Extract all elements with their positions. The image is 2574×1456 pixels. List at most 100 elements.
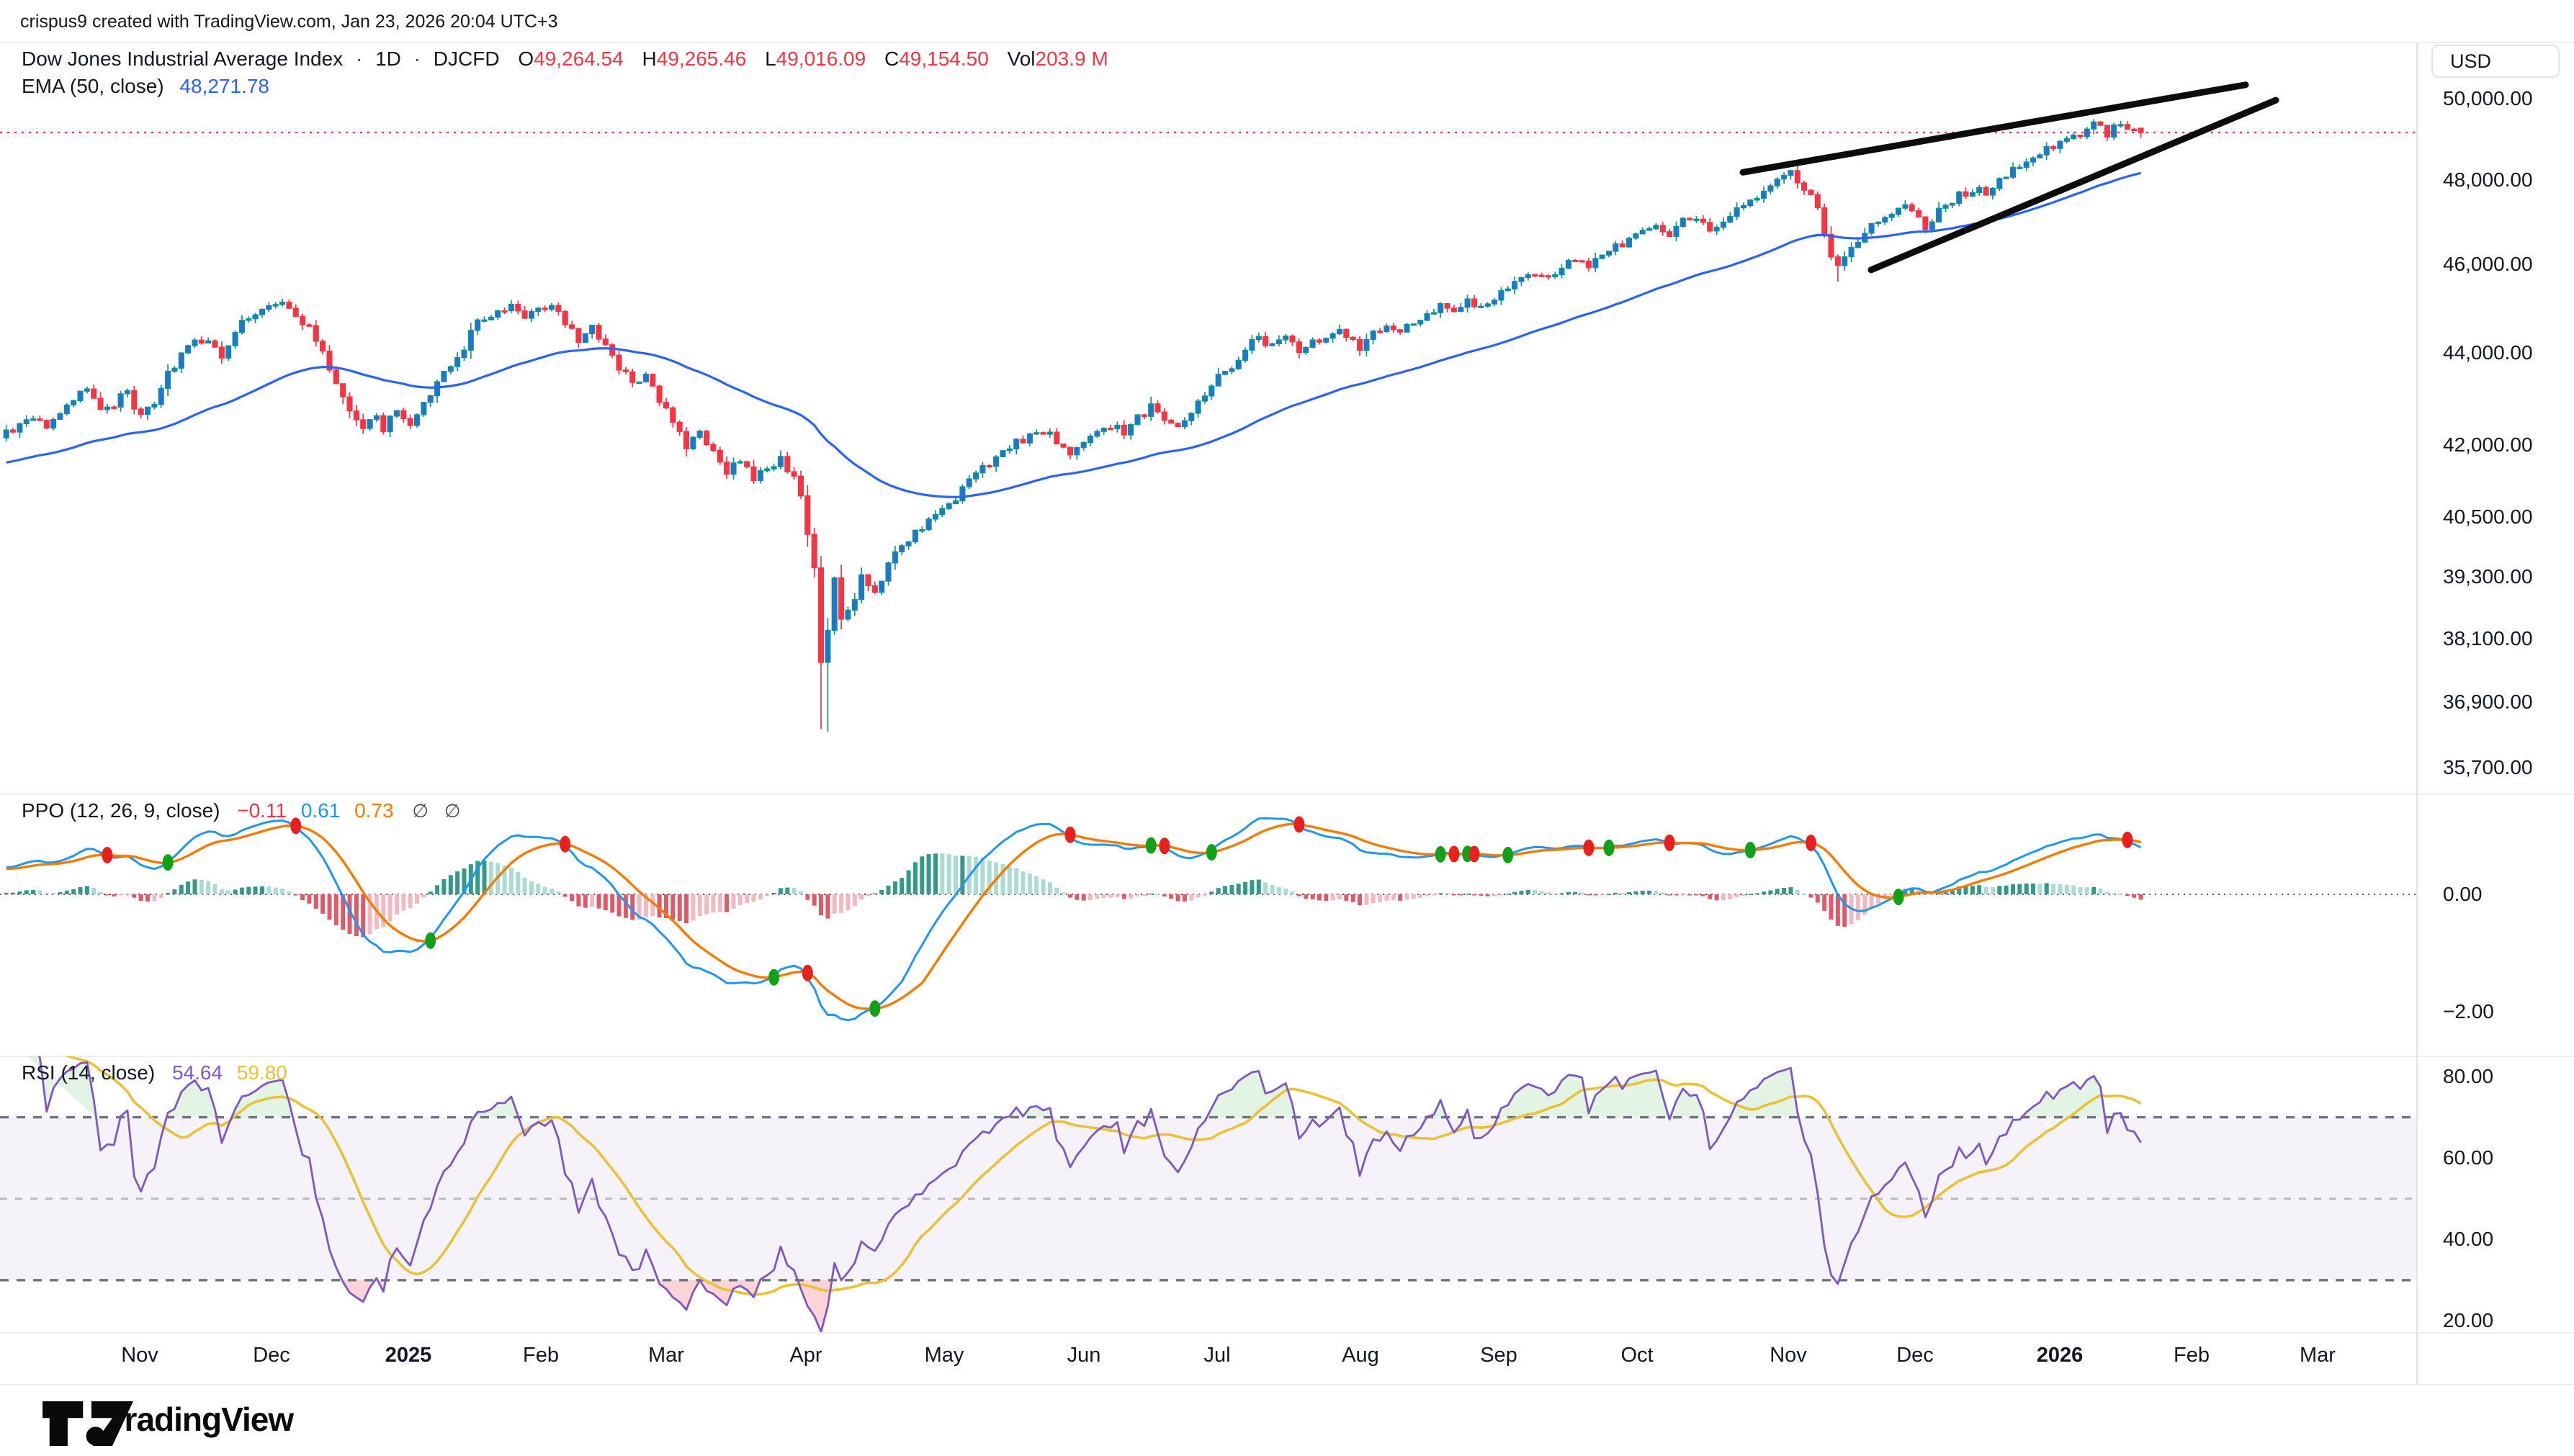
ppo-cross-up-dot xyxy=(1893,889,1904,906)
wedge-trend-line xyxy=(1739,81,2249,176)
rsi-pane-canvas[interactable] xyxy=(0,1056,2416,1334)
time-axis-label: Mar xyxy=(2300,1344,2336,1367)
time-axis-label: Nov xyxy=(1770,1344,1807,1367)
header-separator xyxy=(0,42,2574,43)
attribution-text: crispus9 created with TradingView.com, J… xyxy=(20,12,558,32)
ppo-pane-canvas[interactable] xyxy=(0,794,2416,1056)
price-pane-canvas[interactable] xyxy=(0,43,2416,794)
time-axis-label: Aug xyxy=(1342,1344,1379,1367)
price-tick-label: 48,000.00 xyxy=(2443,168,2533,191)
rsi-ma-value: 59.80 xyxy=(236,1061,287,1084)
wedge-trend-line xyxy=(1867,96,2279,274)
ppo-cross-up-dot xyxy=(1603,839,1615,856)
ema-value: 48,271.78 xyxy=(179,75,269,97)
ppo-cross-up-dot xyxy=(1744,842,1756,858)
main-legend[interactable]: Dow Jones Industrial Average Index · 1D … xyxy=(22,48,1108,71)
close-label: C xyxy=(884,48,900,70)
price-tick-label: 44,000.00 xyxy=(2443,341,2533,364)
low-label: L xyxy=(765,48,776,70)
rsi-value: 54.64 xyxy=(171,1061,223,1084)
currency-toggle-chip[interactable]: USD xyxy=(2431,45,2560,78)
time-axis-label: Feb xyxy=(2174,1344,2210,1367)
tradingview-wordmark[interactable]: TradingView xyxy=(107,1401,294,1438)
ppo-cross-down-dot xyxy=(1293,816,1305,833)
time-axis-label: Nov xyxy=(121,1344,158,1367)
ppo-signal-value: 0.73 xyxy=(354,799,394,822)
legend-separator: · xyxy=(413,48,421,70)
legend-separator: · xyxy=(355,48,363,70)
currency-label: USD xyxy=(2450,50,2492,72)
ppo-cross-up-dot xyxy=(1502,847,1514,863)
ppo-cross-down-dot xyxy=(290,817,302,835)
ppo-cross-down-dot xyxy=(1806,835,1816,851)
time-axis-label: Feb xyxy=(523,1344,559,1367)
time-axis-label: Dec xyxy=(253,1344,290,1367)
ppo-tick-label: 0.00 xyxy=(2443,883,2483,905)
ema-label[interactable]: EMA (50, close) xyxy=(22,75,164,97)
time-axis-label: Jul xyxy=(1203,1344,1231,1367)
price-tick-label: 35,700.00 xyxy=(2443,756,2533,779)
ppo-cross-down-dot xyxy=(1664,834,1675,851)
ppo-cross-up-dot xyxy=(1145,837,1157,854)
ppo-cross-down-dot xyxy=(1583,839,1595,856)
ppo-cross-down-dot xyxy=(2122,831,2133,848)
ppo-cross-up-dot xyxy=(425,932,436,949)
open-label: O xyxy=(518,48,534,70)
rsi-label[interactable]: RSI (14, close) xyxy=(22,1061,156,1084)
ppo-cross-up-dot xyxy=(1206,844,1217,861)
time-axis-label: Oct xyxy=(1620,1344,1654,1367)
rsi-legend[interactable]: RSI (14, close) 54.64 59.80 xyxy=(22,1061,287,1084)
open-value: 49,264.54 xyxy=(534,48,624,70)
rsi-tick-label: 20.00 xyxy=(2443,1309,2494,1332)
ppo-empty-icon: ∅ xyxy=(444,800,461,822)
time-axis-label: 2025 xyxy=(385,1344,432,1367)
symbol-title[interactable]: Dow Jones Industrial Average Index xyxy=(22,48,344,70)
header-bar: crispus9 created with TradingView.com, J… xyxy=(0,0,2574,42)
chart-bottom-border xyxy=(0,1384,2574,1385)
ppo-cross-down-dot xyxy=(1468,845,1480,863)
time-axis-label: Sep xyxy=(1480,1344,1517,1367)
tradingview-logo-icon[interactable] xyxy=(41,1401,136,1446)
footer: TradingView xyxy=(0,1387,2574,1456)
low-value: 49,016.09 xyxy=(776,48,866,70)
price-tick-label: 36,900.00 xyxy=(2443,690,2533,713)
rsi-tick-label: 60.00 xyxy=(2443,1146,2494,1169)
ppo-cross-up-dot xyxy=(869,1000,881,1017)
ppo-cross-up-dot xyxy=(1435,845,1446,863)
ppo-hist-value: −0.11 xyxy=(237,799,287,822)
ppo-cross-up-dot xyxy=(768,969,780,986)
ppo-cross-down-dot xyxy=(560,835,571,853)
time-axis[interactable]: Nov Dec 2025 Feb Mar Apr May Jun Jul Aug Sep Oct Nov… xyxy=(0,1334,2416,1385)
time-axis-label: 2026 xyxy=(2036,1344,2084,1367)
ppo-cross-down-dot xyxy=(102,847,113,863)
ppo-cross-up-dot xyxy=(162,854,174,871)
price-tick-label: 46,000.00 xyxy=(2443,252,2533,275)
rsi-tick-label: 40.00 xyxy=(2443,1228,2494,1251)
rsi-tick-label: 80.00 xyxy=(2443,1065,2494,1087)
price-axis-separator xyxy=(2416,43,2418,1384)
ppo-label[interactable]: PPO (12, 26, 9, close) xyxy=(22,799,220,822)
ppo-signal-line xyxy=(6,822,2141,1010)
ppo-empty-icon: ∅ xyxy=(412,800,429,822)
ema-line xyxy=(6,171,2141,498)
high-label: H xyxy=(642,48,657,70)
time-axis-label: May xyxy=(924,1344,964,1367)
time-axis-label: Dec xyxy=(1896,1344,1934,1367)
time-axis-separator xyxy=(0,1332,2574,1334)
ppo-cross-down-dot xyxy=(802,964,813,981)
high-value: 49,265.46 xyxy=(656,48,747,70)
rsi-line xyxy=(37,1056,2142,1334)
price-tick-label: 42,000.00 xyxy=(2443,433,2533,456)
pane-separator-ppo[interactable] xyxy=(0,794,2574,795)
interval-label[interactable]: 1D xyxy=(375,48,401,70)
ppo-cross-down-dot xyxy=(1064,826,1076,843)
volume-label: Vol xyxy=(1007,48,1036,70)
price-tick-label: 50,000.00 xyxy=(2443,87,2533,109)
ppo-legend[interactable]: PPO (12, 26, 9, close) −0.11 0.61 0.73 ∅… xyxy=(22,799,460,822)
time-axis-label: Jun xyxy=(1067,1344,1101,1367)
exchange-symbol[interactable]: DJCFD xyxy=(433,48,500,70)
ppo-cross-down-dot xyxy=(1159,837,1170,855)
price-tick-label: 39,300.00 xyxy=(2443,565,2533,588)
ema-legend[interactable]: EMA (50, close) 48,271.78 xyxy=(22,75,269,98)
pane-separator-rsi[interactable] xyxy=(0,1056,2574,1057)
